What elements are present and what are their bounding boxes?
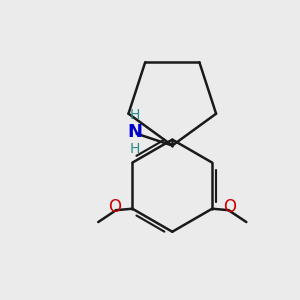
Text: H: H [130, 142, 140, 156]
Text: N: N [128, 123, 142, 141]
Text: O: O [224, 198, 236, 216]
Text: O: O [108, 198, 121, 216]
Text: H: H [130, 108, 140, 122]
